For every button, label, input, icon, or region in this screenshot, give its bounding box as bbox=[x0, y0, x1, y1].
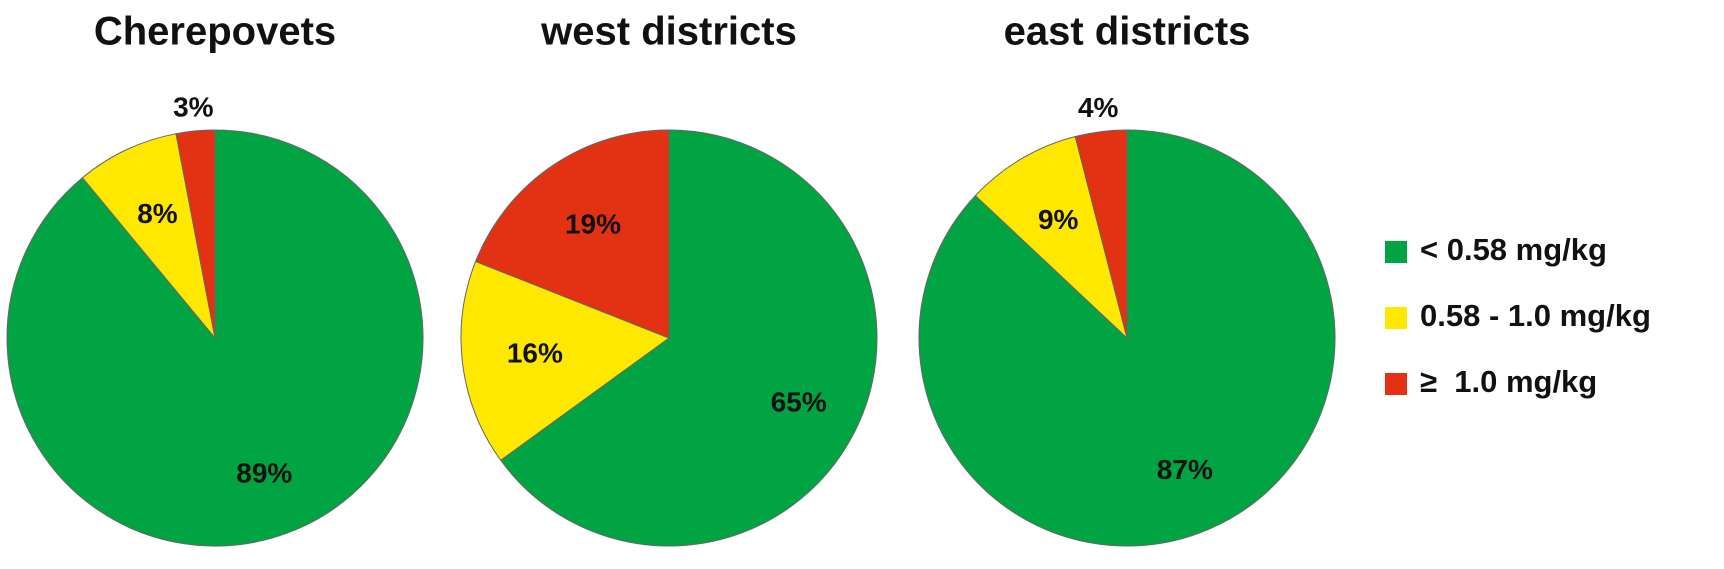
value-label: 89% bbox=[236, 457, 292, 488]
value-label: 87% bbox=[1157, 454, 1213, 485]
pie-slice bbox=[1074, 129, 1128, 339]
pie-slice bbox=[474, 129, 670, 339]
legend-label: ≥ 1.0 mg/kg bbox=[1420, 364, 1597, 399]
legend-swatch bbox=[1385, 307, 1407, 329]
pie-slice bbox=[918, 129, 1336, 547]
legend-label: 0.58 - 1.0 mg/kg bbox=[1420, 298, 1651, 333]
legend-swatch bbox=[1385, 241, 1407, 263]
value-label: 65% bbox=[771, 386, 827, 417]
value-label: 4% bbox=[1078, 92, 1119, 123]
value-label: 19% bbox=[565, 209, 621, 240]
chart-title: Cherepovets bbox=[94, 10, 336, 54]
legend-label: < 0.58 mg/kg bbox=[1420, 232, 1607, 267]
pie-slice bbox=[175, 129, 216, 339]
value-label: 8% bbox=[137, 198, 178, 229]
value-label: 3% bbox=[173, 91, 214, 122]
pie-slice bbox=[500, 129, 878, 547]
pie-slice bbox=[974, 135, 1128, 340]
chart-title: east districts bbox=[1004, 10, 1251, 54]
value-label: 16% bbox=[507, 337, 563, 368]
legend-swatch bbox=[1385, 373, 1407, 395]
chart-title: west districts bbox=[540, 10, 797, 54]
pie-slice bbox=[460, 260, 671, 461]
value-label: 9% bbox=[1038, 204, 1079, 235]
pie-slice bbox=[81, 133, 216, 339]
